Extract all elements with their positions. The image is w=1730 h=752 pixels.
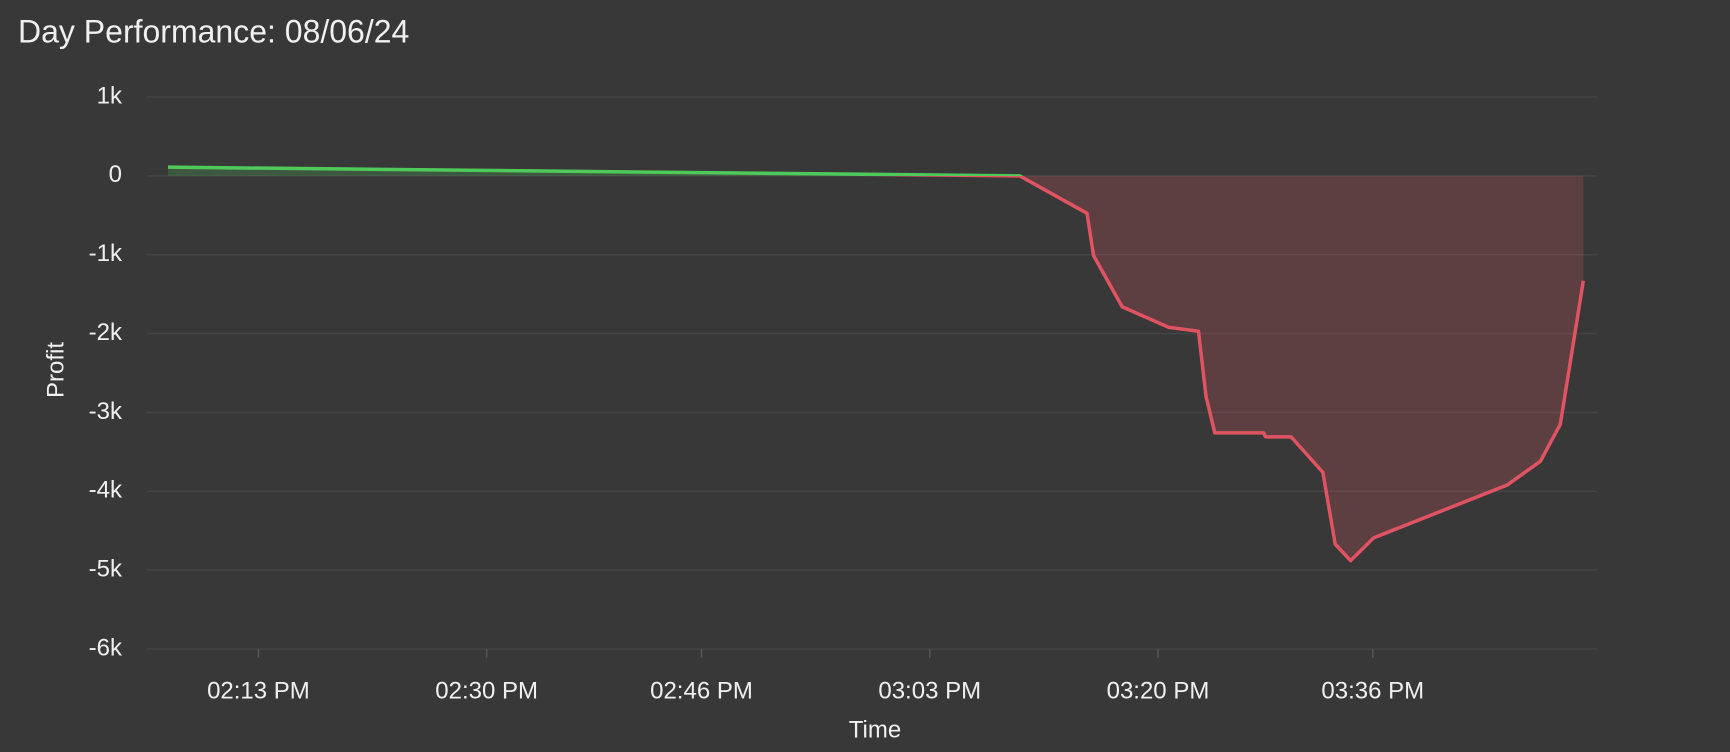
y-tick-label: -6k: [89, 634, 123, 661]
x-tick-label: 03:20 PM: [1107, 677, 1210, 704]
y-tick-label: -1k: [89, 240, 123, 267]
y-tick-label: -3k: [89, 398, 123, 425]
y-tick-label: 1k: [97, 82, 123, 109]
x-tick-label: 02:46 PM: [650, 677, 753, 704]
y-tick-label: 0: [109, 161, 122, 188]
y-axis-label: Profit: [42, 342, 69, 398]
chart-title: Day Performance: 08/06/24: [18, 13, 409, 49]
area: [168, 167, 1584, 561]
x-tick-label: 03:36 PM: [1321, 677, 1424, 704]
y-tick-label: -4k: [89, 477, 123, 504]
y-tick-label: -2k: [89, 319, 123, 346]
x-tick-label: 02:30 PM: [435, 677, 538, 704]
x-tick-label: 02:13 PM: [207, 677, 310, 704]
y-tick-label: -5k: [89, 555, 123, 582]
x-axis-label: Time: [849, 716, 901, 743]
x-tick-label: 03:03 PM: [878, 677, 981, 704]
line: [168, 165, 1586, 563]
